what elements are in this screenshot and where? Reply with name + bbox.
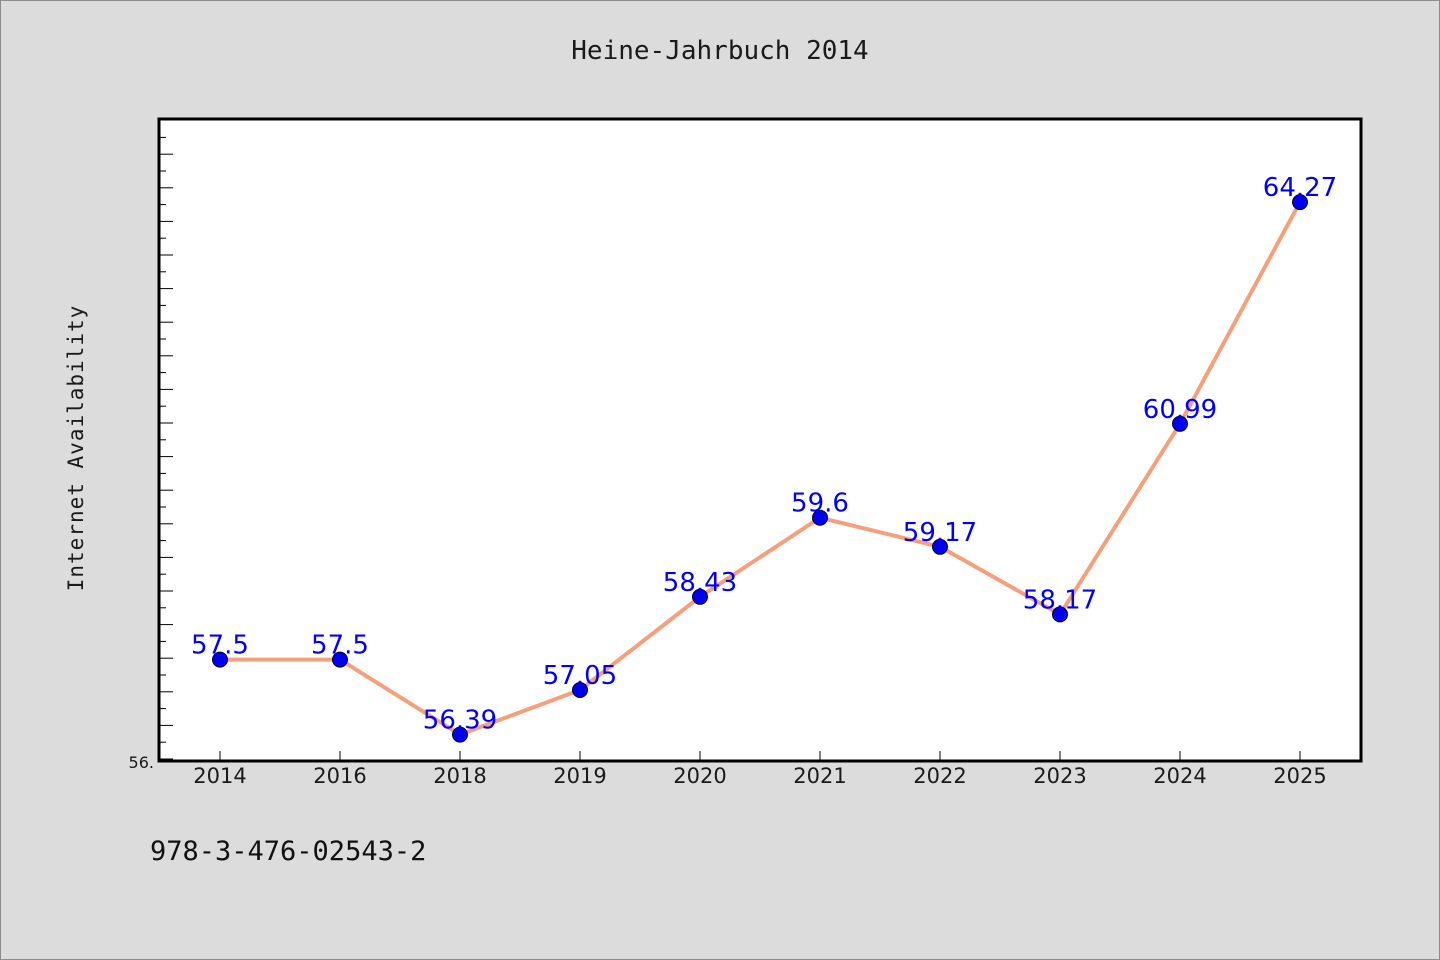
data-label: 64.27 xyxy=(1263,173,1337,203)
x-tick-label: 2020 xyxy=(673,764,726,788)
x-tick-label: 2024 xyxy=(1153,764,1206,788)
data-label-layer: 57.5 57.5 56.39 57.05 58.43 59.6 59.17 58.17 60.… xyxy=(191,173,1337,736)
y-tick-label: 56. xyxy=(129,753,154,772)
data-label: 57.05 xyxy=(543,661,617,691)
series-layer xyxy=(212,194,1308,743)
plot-area xyxy=(157,117,1363,763)
chart-title: Heine-Jahrbuch 2014 xyxy=(571,36,869,66)
data-label: 57.5 xyxy=(191,631,249,661)
x-tick-label: 2018 xyxy=(433,764,486,788)
isbn-text: 978-3-476-02543-2 xyxy=(150,836,427,867)
data-point xyxy=(692,588,708,605)
data-label: 59.6 xyxy=(791,489,849,519)
data-point xyxy=(452,726,468,743)
x-tick-label: 2022 xyxy=(913,764,966,788)
y-ticks xyxy=(159,136,173,760)
x-axis: 2014 2016 2018 2019 2020 2021 2022 2023 2024 2025 xyxy=(193,751,1327,788)
data-point xyxy=(932,538,948,555)
data-point xyxy=(812,509,828,526)
data-point xyxy=(1172,415,1188,432)
x-tick-label: 2025 xyxy=(1273,764,1326,788)
x-tick-label: 2016 xyxy=(313,764,366,788)
data-point xyxy=(1052,606,1068,623)
x-tick-label: 2021 xyxy=(793,764,846,788)
data-point xyxy=(332,651,348,668)
data-point xyxy=(572,682,588,698)
data-label: 57.5 xyxy=(311,631,369,661)
x-tick-label: 2014 xyxy=(193,764,246,788)
series-line xyxy=(218,200,1302,737)
data-label: 59.17 xyxy=(903,518,977,548)
data-point xyxy=(212,651,228,668)
data-label: 58.43 xyxy=(663,568,737,598)
data-label: 58.17 xyxy=(1023,585,1097,615)
data-point xyxy=(1292,194,1308,211)
x-tick-label: 2023 xyxy=(1033,764,1086,788)
data-label: 60.99 xyxy=(1143,395,1217,425)
data-label: 56.39 xyxy=(423,706,497,736)
x-tick-label: 2019 xyxy=(553,764,606,788)
